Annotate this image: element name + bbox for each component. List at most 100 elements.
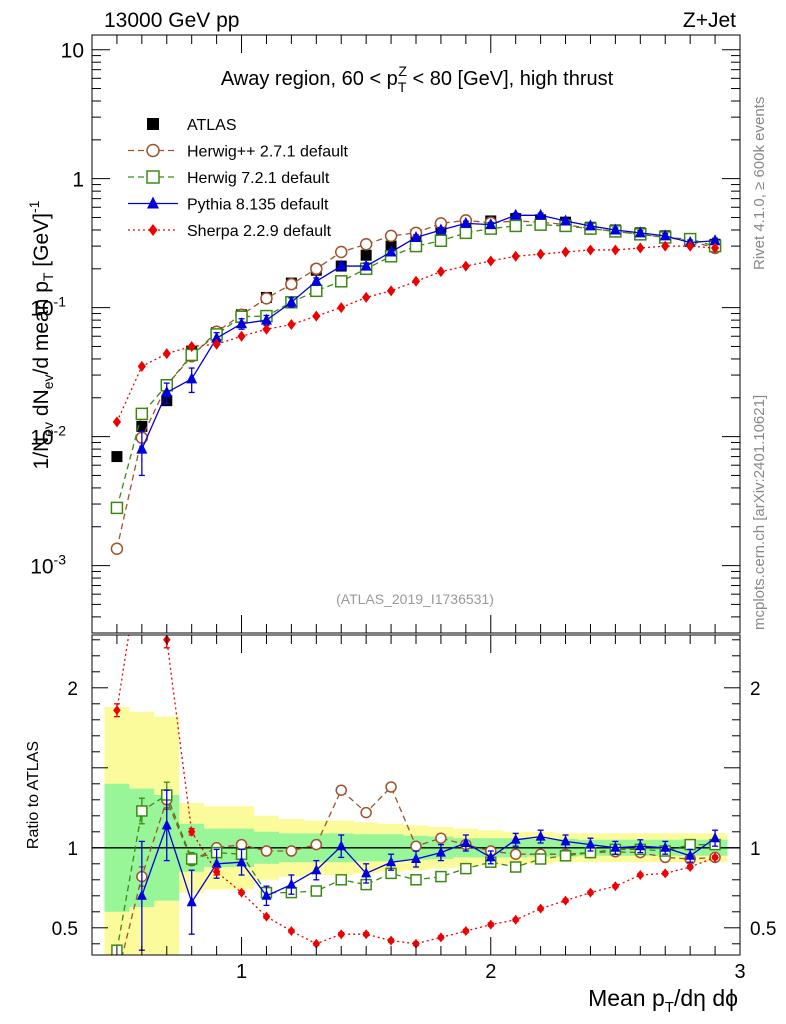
point-pythia [709, 234, 721, 246]
point-herwig7 [534, 218, 547, 231]
legend-item-atlas: ATLAS [147, 117, 237, 134]
main-ylabel: 1/Nev dNev/d mean pT [GeV]-1 [26, 200, 56, 469]
point-sherpa [561, 246, 570, 258]
analysis-label: (ATLAS_2019_I1736531) [336, 591, 494, 607]
point-pythia [386, 856, 397, 867]
point-pythia [510, 833, 521, 844]
point-herwig7 [509, 219, 522, 233]
x-tick-label: 2 [485, 961, 496, 983]
x-tick-label: 3 [734, 961, 745, 983]
point-pythia [535, 830, 546, 841]
point-sherpa [636, 242, 645, 254]
ratio-series-layer [111, 635, 721, 955]
legend-marker-pythia [147, 196, 159, 209]
point-pythia [311, 864, 322, 875]
point-sherpa [237, 330, 246, 342]
rivet-label: Rivet 4.1.0, ≥ 600k events [751, 97, 768, 270]
series-sherpa [112, 240, 720, 428]
point-pythia [560, 214, 572, 226]
point-sherpa [187, 340, 196, 352]
point-herwigpp [310, 262, 323, 276]
ratio-y-tick-label: 0.5 [52, 919, 78, 940]
point-sherpa [112, 416, 122, 428]
point-sherpa [661, 240, 670, 252]
point-herwig7 [136, 805, 148, 817]
point-sherpa [686, 240, 695, 252]
point-sherpa [536, 248, 545, 260]
y-tick-label: 10-2 [30, 423, 66, 450]
ratio-y-tick-label: 1 [67, 839, 78, 860]
legend-label-pythia: Pythia 8.135 default [187, 197, 329, 214]
point-pythia [336, 840, 347, 851]
point-herwig7 [434, 234, 448, 248]
point-pythia [585, 838, 596, 849]
point-sherpa [536, 903, 545, 914]
point-herwig7 [684, 838, 696, 851]
point-sherpa [312, 310, 321, 322]
series-line-herwigpp [116, 219, 716, 549]
point-herwig7 [135, 407, 149, 421]
point-pythia [361, 867, 372, 878]
y-tick-label: 10-3 [30, 552, 66, 579]
point-pythia [411, 853, 421, 863]
point-pythia [285, 295, 297, 307]
point-herwig7 [509, 861, 522, 873]
legend-item-herwig7: Herwig 7.2.1 default [128, 170, 330, 187]
plot-title: Away region, 60 < pTZ < 80 [GeV], high t… [221, 63, 614, 95]
point-sherpa [586, 887, 595, 898]
point-herwig7 [334, 275, 348, 288]
series-line-sherpa [116, 245, 716, 423]
point-pythia [161, 819, 172, 830]
point-pythia [659, 229, 671, 241]
point-pythia [136, 442, 148, 454]
y-tick-label: 10 [61, 40, 84, 63]
point-sherpa [312, 938, 321, 949]
ratio-y-tick-label-right: 1 [750, 839, 761, 860]
point-herwig7 [459, 226, 473, 240]
point-pythia [535, 208, 547, 220]
point-pythia [460, 216, 472, 228]
point-herwig7 [559, 850, 572, 862]
point-sherpa [586, 244, 595, 256]
series-line-pythia [141, 823, 716, 904]
legend-marker-atlas [147, 118, 159, 130]
point-sherpa [661, 868, 669, 879]
point-herwig7 [110, 501, 124, 515]
point-herwig7 [185, 853, 198, 865]
point-sherpa [487, 919, 495, 930]
point-sherpa [387, 935, 395, 946]
point-sherpa [287, 318, 296, 330]
legend-item-pythia: Pythia 8.135 default [128, 196, 329, 214]
mcplots-label: mcplots.cern.ch [arXiv:2401.10621] [751, 395, 768, 630]
point-herwigpp [110, 542, 124, 556]
point-sherpa [511, 250, 520, 262]
point-herwigpp [359, 238, 373, 251]
point-pythia [485, 218, 497, 230]
point-pythia [186, 896, 197, 907]
uncertainty-band-outer [104, 707, 728, 955]
point-sherpa [337, 302, 346, 314]
point-sherpa [262, 911, 271, 922]
point-sherpa [212, 866, 221, 877]
point-sherpa [686, 862, 694, 872]
point-pythia [410, 230, 422, 242]
point-herwig7 [335, 874, 347, 886]
point-herwigpp [335, 784, 347, 796]
point-herwig7 [410, 874, 422, 886]
point-sherpa [436, 266, 446, 278]
point-herwig7 [310, 284, 323, 298]
point-sherpa [212, 338, 221, 350]
point-sherpa [411, 275, 421, 287]
point-herwigpp [384, 229, 398, 243]
legend: ATLAS Herwig++ 2.7.1 default Herwig 7.2.1 … [128, 117, 349, 240]
point-herwigpp [260, 292, 273, 305]
point-pythia [136, 889, 147, 900]
point-herwigpp [410, 840, 422, 852]
point-herwig7 [435, 870, 447, 883]
series-pythia [136, 789, 721, 951]
point-herwig7 [409, 239, 423, 253]
point-sherpa [462, 926, 470, 936]
point-herwigpp [334, 245, 348, 259]
point-herwigpp [285, 277, 298, 291]
point-herwigpp [260, 845, 273, 857]
